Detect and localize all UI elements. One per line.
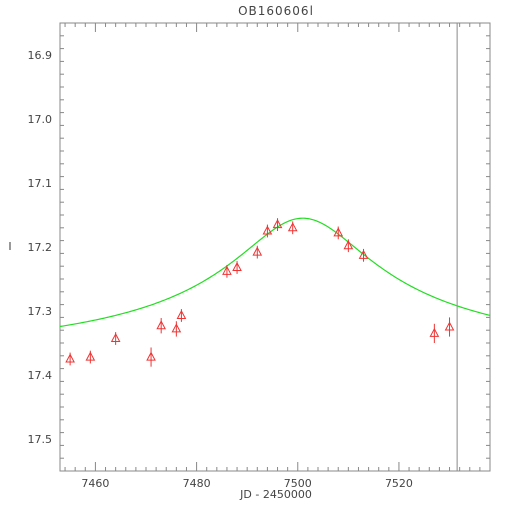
y-tick-label: 17.5 bbox=[28, 433, 53, 446]
x-tick-label: 7460 bbox=[81, 477, 109, 490]
triangle-marker bbox=[333, 227, 344, 237]
triangle-marker bbox=[110, 332, 121, 343]
triangle-marker bbox=[429, 327, 440, 337]
data-point bbox=[146, 347, 156, 367]
data-point bbox=[333, 226, 344, 240]
axis-ticks bbox=[60, 22, 491, 472]
data-point bbox=[156, 318, 167, 334]
triangle-marker bbox=[222, 265, 232, 275]
axis-tick-labels: 7460 7480 7500 7520 16.9 17.0 17.1 17.2 17.3 17.4… bbox=[28, 49, 413, 490]
triangle-marker bbox=[287, 222, 298, 232]
data-point bbox=[85, 350, 96, 364]
y-tick-label: 17.1 bbox=[28, 177, 53, 190]
triangle-marker bbox=[343, 240, 354, 250]
data-point bbox=[252, 245, 263, 259]
x-axis-label: JD - 2450000 bbox=[239, 488, 312, 501]
data-point bbox=[272, 218, 283, 231]
y-tick-label: 17.3 bbox=[28, 305, 53, 318]
y-tick-label: 16.9 bbox=[28, 49, 53, 62]
data-point bbox=[222, 264, 232, 278]
triangle-marker bbox=[65, 353, 75, 363]
y-tick-label: 17.4 bbox=[28, 369, 53, 382]
triangle-marker bbox=[85, 351, 96, 361]
triangle-marker bbox=[176, 309, 187, 319]
chart-title: OB160606l bbox=[238, 4, 314, 18]
triangle-marker bbox=[232, 261, 242, 271]
y-tick-label: 17.0 bbox=[28, 113, 53, 126]
plot-frame bbox=[59, 22, 491, 472]
data-point bbox=[65, 352, 75, 366]
triangle-marker bbox=[171, 323, 182, 333]
triangle-marker bbox=[272, 219, 283, 229]
x-tick-label: 7480 bbox=[183, 477, 211, 490]
triangle-marker bbox=[156, 320, 167, 330]
data-point bbox=[287, 221, 298, 235]
x-tick-label: 7500 bbox=[284, 477, 312, 490]
y-tick-label: 17.2 bbox=[28, 241, 53, 254]
x-tick-label: 7520 bbox=[385, 477, 413, 490]
triangle-marker bbox=[252, 246, 263, 256]
triangle-marker bbox=[146, 351, 156, 361]
triangle-marker bbox=[444, 321, 455, 331]
triangle-marker bbox=[262, 225, 273, 235]
data-point bbox=[171, 321, 182, 337]
data-point bbox=[110, 332, 121, 345]
data-point bbox=[444, 317, 455, 337]
data-point bbox=[232, 261, 242, 274]
data-point bbox=[176, 309, 187, 322]
data-point bbox=[262, 224, 273, 238]
model-curve bbox=[59, 217, 491, 328]
data-point bbox=[343, 239, 354, 253]
data-points bbox=[65, 218, 455, 367]
data-point bbox=[358, 248, 369, 262]
data-point bbox=[429, 323, 440, 343]
triangle-marker bbox=[358, 249, 369, 259]
y-axis-label: I bbox=[8, 240, 11, 253]
